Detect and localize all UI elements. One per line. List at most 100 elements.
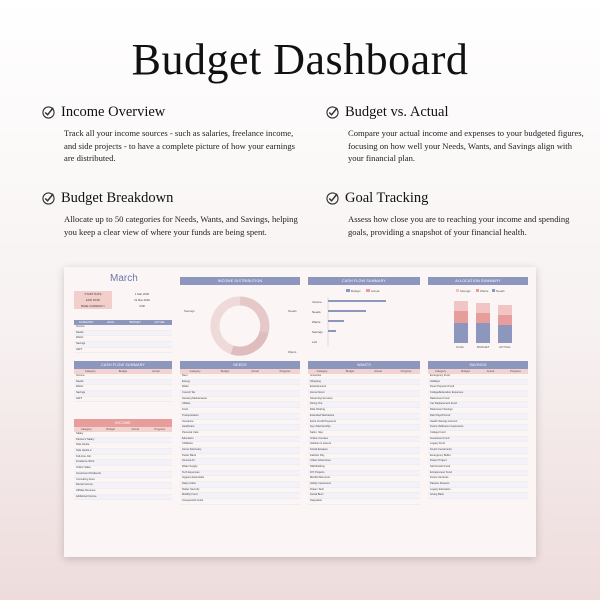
table-row[interactable]: DIY Projects [308, 470, 420, 477]
table-row[interactable]: Home Decor [308, 391, 420, 397]
table-row[interactable]: Salon, Spa [308, 431, 420, 437]
table-row[interactable]: LEFT [74, 348, 172, 354]
table-row[interactable]: Council Tax [180, 391, 300, 397]
table-row[interactable]: Rent [180, 374, 300, 380]
table-row[interactable]: Needs [74, 330, 172, 337]
table-row[interactable]: Savings [74, 342, 172, 348]
table-row[interactable]: Urban Adventures [308, 459, 420, 465]
table-row[interactable]: Mobility Fund [180, 493, 300, 500]
col-progress: Progress [279, 370, 291, 373]
table-row[interactable]: Daily Cotton [180, 482, 300, 488]
table-row[interactable]: Freelance Work [74, 460, 172, 467]
table-row[interactable]: Needs [74, 379, 172, 386]
table-row[interactable]: Extra Credit Payments [308, 420, 420, 426]
table-row[interactable]: Education [180, 436, 300, 443]
table-row[interactable]: Income [74, 325, 172, 331]
feature-budget-breakdown: Budget Breakdown Allocate up to 50 categ… [42, 190, 298, 238]
table-row[interactable]: Mindful Moments [308, 476, 420, 483]
table-row[interactable]: Transportation [180, 413, 300, 420]
table-row[interactable]: Streaming Services [308, 397, 420, 403]
table-row[interactable]: Gym Membership [308, 425, 420, 431]
table-row[interactable]: Retirement Savings [428, 408, 528, 414]
currency-label: BASE CURRENCY [74, 303, 112, 309]
table-row[interactable]: Social Buzz [308, 493, 420, 500]
table-row[interactable]: Power Bank [180, 454, 300, 460]
row-cell [469, 402, 489, 407]
table-row[interactable]: Healthcare [180, 425, 300, 431]
row-cell [229, 465, 253, 470]
table-row[interactable]: Investment Dividends [74, 471, 172, 478]
table-row[interactable]: Self Growth Fund [428, 465, 528, 471]
table-row[interactable]: Down Payment Fund [428, 385, 528, 392]
table-row[interactable]: Extended Warranties [308, 413, 420, 420]
table-row[interactable]: College Fund [428, 431, 528, 437]
table-row[interactable]: Debt Payoff Fund [428, 413, 528, 420]
table-row[interactable]: Income [74, 374, 172, 380]
table-row[interactable]: Shopping [308, 379, 420, 386]
table-row[interactable]: Sunned Air [180, 459, 300, 465]
table-row[interactable]: Childcare [180, 442, 300, 448]
table-row[interactable]: Savings [74, 391, 172, 397]
table-row[interactable]: Smart Investments [428, 447, 528, 454]
table-row[interactable]: Flatter Security [180, 488, 300, 494]
currency-select[interactable]: USD [139, 304, 145, 308]
table-row[interactable]: Consulting Fees [74, 478, 172, 484]
table-row[interactable]: Groceries [308, 374, 420, 380]
row-cell [376, 482, 398, 487]
table-row[interactable]: Entertainment [308, 385, 420, 392]
table-row[interactable]: Future Ventures [428, 476, 528, 483]
table-row[interactable]: Passive Streams [428, 482, 528, 488]
table-row[interactable]: Wants [74, 336, 172, 343]
table-row[interactable]: Hygiene Essentials [180, 476, 300, 483]
table-row[interactable]: Food [180, 408, 300, 414]
table-row[interactable]: Personal Care [180, 431, 300, 437]
table-row[interactable]: Side Hustle [74, 443, 172, 450]
table-row[interactable]: Affiliate Revenue [74, 489, 172, 495]
table-row[interactable]: Legacy Fund [428, 442, 528, 448]
table-row[interactable]: Partner's Salary [74, 437, 172, 444]
table-row[interactable]: Health Savings Account [428, 420, 528, 426]
table-row[interactable]: Online Courses [308, 436, 420, 443]
table-row[interactable]: Housing Maintenance [180, 397, 300, 403]
table-row[interactable]: Additional Income [74, 494, 172, 501]
table-row[interactable]: Hobbies & Leisure [308, 442, 420, 448]
table-row[interactable]: Wants [74, 385, 172, 392]
cf-label: Income [312, 300, 322, 304]
table-row[interactable]: LEFT [74, 397, 172, 403]
table-row[interactable]: Dream Tech [308, 488, 420, 494]
table-row[interactable]: Skill Building [308, 465, 420, 471]
table-row[interactable]: Home Sanctuary [180, 447, 300, 454]
table-row[interactable]: Emergency Buffer [428, 454, 528, 460]
table-row[interactable]: Entrepreneur Fund [428, 470, 528, 477]
table-row[interactable]: Retirement Fund [428, 397, 528, 403]
table-row[interactable]: Investment Fund [428, 436, 528, 443]
table-row[interactable]: Salary [74, 432, 172, 438]
table-row[interactable]: Energy [180, 379, 300, 386]
col-category: Category [84, 370, 96, 373]
table-row[interactable]: Tech Expenses [180, 470, 300, 477]
table-row[interactable]: Dining Out [308, 402, 420, 409]
table-row[interactable]: Car Replacement Fund [428, 402, 528, 409]
table-row[interactable]: Legacy Education [428, 488, 528, 494]
table-row[interactable]: Social Escapes [308, 447, 420, 454]
table-row[interactable]: Insurance [180, 420, 300, 426]
table-row[interactable]: Water [180, 385, 300, 392]
table-row[interactable]: Staycation [308, 499, 420, 505]
table-row[interactable]: Full-time Job [74, 455, 172, 461]
table-row[interactable]: Ride Sharing [308, 408, 420, 414]
table-row[interactable]: Emergency Fund [428, 374, 528, 380]
table-row[interactable]: Water Supply [180, 465, 300, 471]
table-row[interactable]: Holidays [428, 379, 528, 386]
table-row[interactable]: Giving Back [428, 493, 528, 500]
row-cell [469, 437, 489, 442]
table-row[interactable]: Side Hustle 2 [74, 449, 172, 455]
table-row[interactable]: Dream Project [428, 459, 528, 465]
table-row[interactable]: Rental Income [74, 483, 172, 489]
table-row[interactable]: Future Wellness Investments [428, 425, 528, 431]
table-row[interactable]: Hobby Investment [308, 482, 420, 488]
table-row[interactable]: Online Sales [74, 466, 172, 472]
table-row[interactable]: Unexpected Costs [180, 499, 300, 505]
table-row[interactable]: Fashion Pay [308, 454, 420, 460]
table-row[interactable]: Utilities [180, 402, 300, 409]
table-row[interactable]: College/Education Expenses [428, 391, 528, 397]
